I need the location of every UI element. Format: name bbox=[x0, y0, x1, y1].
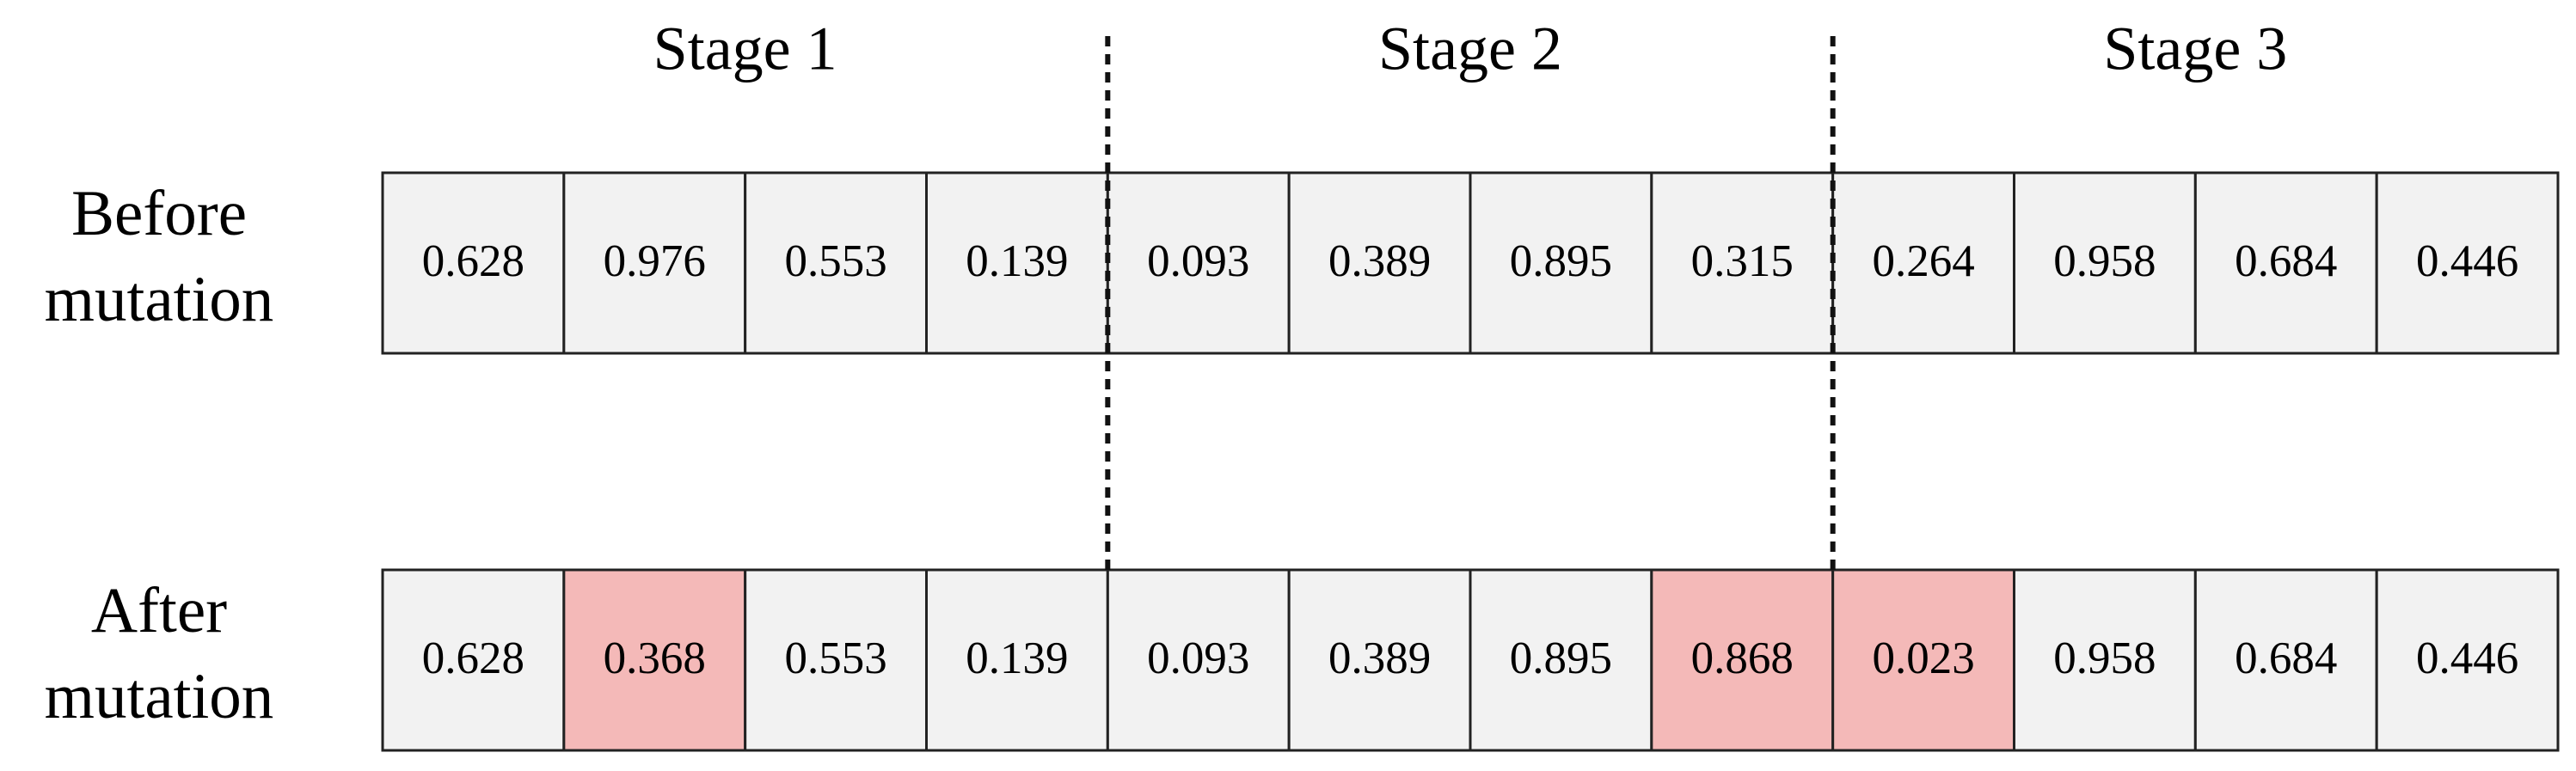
cell-value: 0.368 bbox=[604, 633, 706, 683]
cell-value: 0.868 bbox=[1691, 633, 1794, 683]
cell-value: 0.895 bbox=[1510, 236, 1612, 286]
cell-value: 0.958 bbox=[2053, 236, 2156, 286]
cell-value: 0.093 bbox=[1147, 633, 1249, 683]
cell bbox=[2193, 568, 2378, 752]
cell-value: 0.446 bbox=[2416, 633, 2518, 683]
row-label: mutation bbox=[45, 264, 274, 335]
cell-value: 0.976 bbox=[604, 236, 706, 286]
cell bbox=[2375, 568, 2560, 752]
cell bbox=[1106, 171, 1291, 355]
cell bbox=[381, 568, 566, 752]
cell bbox=[925, 171, 1109, 355]
cell-value: 0.139 bbox=[966, 236, 1068, 286]
cell bbox=[1650, 568, 1835, 752]
cell-value: 0.684 bbox=[2235, 633, 2337, 683]
cell-value: 0.389 bbox=[1328, 633, 1431, 683]
row-label: Before bbox=[71, 178, 247, 249]
cell-value: 0.023 bbox=[1872, 633, 1974, 683]
cell-value: 0.628 bbox=[422, 633, 524, 683]
cell bbox=[381, 171, 566, 355]
cell-value: 0.389 bbox=[1328, 236, 1431, 286]
row-label: After bbox=[91, 575, 227, 646]
stage-label: Stage 2 bbox=[1378, 15, 1562, 83]
cell-value: 0.628 bbox=[422, 236, 524, 286]
cell-value: 0.446 bbox=[2416, 236, 2518, 286]
cell-value: 0.684 bbox=[2235, 236, 2337, 286]
cell bbox=[925, 568, 1109, 752]
cell bbox=[562, 568, 747, 752]
stage-label: Stage 3 bbox=[2103, 15, 2287, 83]
cell-value: 0.895 bbox=[1510, 633, 1612, 683]
row-label: mutation bbox=[45, 661, 274, 732]
cell-value: 0.264 bbox=[1872, 236, 1974, 286]
cell bbox=[1106, 568, 1291, 752]
cell bbox=[1831, 568, 2016, 752]
cell-value: 0.315 bbox=[1691, 236, 1794, 286]
cell bbox=[1650, 171, 1835, 355]
cell-value: 0.553 bbox=[784, 236, 886, 286]
cell-value: 0.958 bbox=[2053, 633, 2156, 683]
cell bbox=[2013, 568, 2197, 752]
cell bbox=[744, 171, 929, 355]
cell-value: 0.139 bbox=[966, 633, 1068, 683]
stage-label: Stage 1 bbox=[653, 15, 837, 83]
cell-value: 0.553 bbox=[784, 633, 886, 683]
cell bbox=[562, 171, 747, 355]
cell bbox=[2013, 171, 2197, 355]
cell-value: 0.093 bbox=[1147, 236, 1249, 286]
cell bbox=[1469, 568, 1653, 752]
cell bbox=[1287, 568, 1472, 752]
cell bbox=[1469, 171, 1653, 355]
cell bbox=[2375, 171, 2560, 355]
cell bbox=[1287, 171, 1472, 355]
